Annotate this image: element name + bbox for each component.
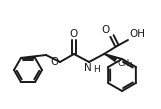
Polygon shape — [104, 54, 117, 62]
Text: H: H — [93, 65, 100, 74]
Text: N: N — [84, 63, 92, 73]
Text: O: O — [102, 25, 110, 35]
Text: O: O — [70, 29, 78, 39]
Text: OH: OH — [129, 29, 145, 39]
Text: CH₃: CH₃ — [118, 59, 133, 68]
Text: O: O — [51, 57, 59, 67]
